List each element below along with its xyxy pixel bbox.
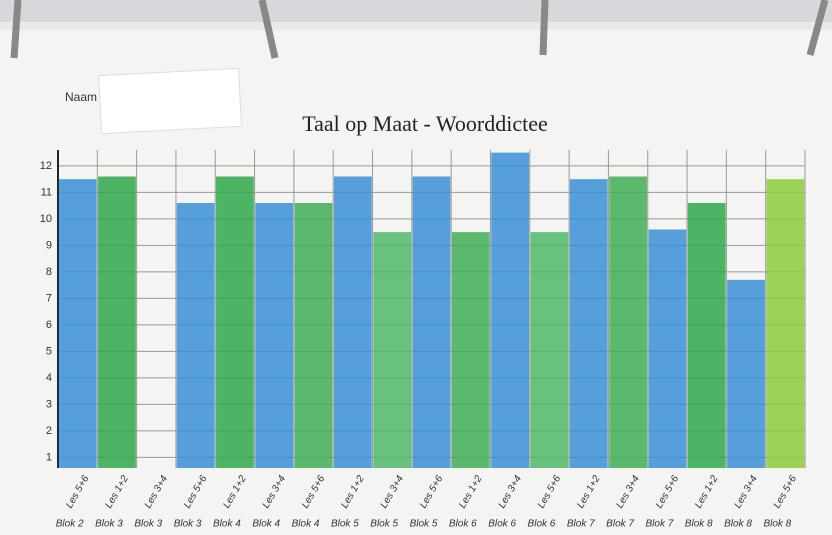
- bar: [59, 179, 97, 468]
- bar: [334, 177, 372, 469]
- page: {"chart_data": {"type": "bar", "title": …: [0, 0, 832, 535]
- y-tick-label: 6: [46, 319, 52, 331]
- y-tick-label: 1: [46, 451, 52, 463]
- y-tick-label: 5: [46, 345, 52, 357]
- bar: [491, 153, 529, 468]
- y-tick-label: 12: [40, 160, 52, 172]
- bar: [531, 232, 569, 468]
- x-group-label: Blok 3: [95, 519, 123, 530]
- bar: [609, 177, 647, 469]
- bar: [688, 203, 726, 468]
- bar: [177, 203, 215, 468]
- bar: [570, 179, 608, 468]
- x-group-label: Blok 7: [645, 519, 673, 530]
- x-group-label: Blok 6: [528, 519, 556, 530]
- x-group-label: Blok 4: [292, 519, 320, 530]
- x-group-label: Blok 8: [685, 519, 713, 530]
- bar: [452, 232, 490, 468]
- bar: [649, 230, 687, 469]
- x-group-label: Blok 5: [410, 519, 438, 530]
- x-group-label: Blok 4: [213, 519, 241, 530]
- bar: [295, 203, 333, 468]
- bar: [727, 280, 765, 468]
- x-group-label: Blok 5: [331, 519, 359, 530]
- x-group-label: Blok 6: [488, 519, 516, 530]
- y-tick-label: 10: [40, 213, 52, 225]
- x-group-label: Blok 6: [449, 519, 477, 530]
- chart-title: Taal op Maat - Woorddictee: [302, 111, 548, 136]
- bar: [373, 232, 411, 468]
- annotation: Naam: [65, 90, 97, 104]
- bar: [255, 203, 293, 468]
- x-group-label: Blok 7: [567, 519, 595, 530]
- bar: [98, 177, 136, 469]
- x-group-label: Blok 8: [724, 519, 752, 530]
- bar: [413, 177, 451, 469]
- x-group-label: Blok 2: [56, 519, 84, 530]
- bar: [766, 179, 804, 468]
- x-group-label: Blok 8: [763, 519, 791, 530]
- binder: [0, 0, 832, 22]
- y-tick-label: 11: [41, 186, 52, 198]
- y-tick-label: 9: [46, 239, 52, 251]
- y-tick-label: 4: [46, 372, 52, 384]
- bar: [216, 177, 254, 469]
- y-tick-label: 2: [46, 425, 52, 437]
- x-group-label: Blok 7: [606, 519, 634, 530]
- x-group-label: Blok 3: [134, 519, 162, 530]
- x-group-label: Blok 3: [174, 519, 202, 530]
- x-group-label: Blok 5: [370, 519, 398, 530]
- y-tick-label: 3: [46, 398, 52, 410]
- paper-note: [99, 68, 242, 133]
- x-group-label: Blok 4: [252, 519, 280, 530]
- y-tick-label: 7: [46, 292, 52, 304]
- y-tick-label: 8: [46, 266, 52, 278]
- chart: Naam Taal op Maat - Woorddictee 12345678…: [0, 0, 832, 535]
